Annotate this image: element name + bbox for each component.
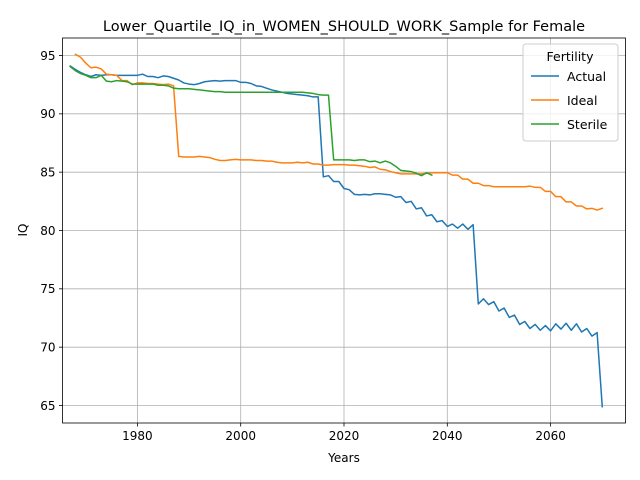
x-axis-label: Years — [327, 451, 360, 465]
x-tick-label: 2020 — [329, 429, 360, 443]
axis-ticks: 1980 2000 2020 2040 2060 65 70 75 80 85 90 95 — [40, 49, 566, 443]
y-tick-label: 75 — [40, 282, 55, 296]
legend-box — [522, 43, 619, 142]
y-tick-label: 70 — [40, 340, 55, 354]
x-tick-label: 2060 — [535, 429, 566, 443]
y-tick-label: 85 — [40, 165, 55, 179]
x-tick-label: 2000 — [225, 429, 256, 443]
series-line-sterile — [69, 65, 433, 177]
y-tick-label: 90 — [40, 107, 55, 121]
legend-label-sterile: Sterile — [567, 117, 608, 132]
x-tick-label: 1980 — [122, 429, 153, 443]
y-axis-label: IQ — [16, 224, 30, 237]
y-tick-label: 95 — [40, 49, 55, 63]
y-tick-label: 65 — [40, 399, 55, 413]
x-tick-label: 2040 — [432, 429, 463, 443]
legend-label-ideal: Ideal — [567, 93, 597, 108]
y-tick-label: 80 — [40, 224, 55, 238]
legend: Fertility Actual Ideal Sterile — [522, 43, 619, 142]
legend-title: Fertility — [547, 49, 595, 64]
series-lines — [69, 53, 604, 408]
series-line-actual — [69, 64, 604, 408]
chart-title: Lower_Quartile_IQ_in_WOMEN_SHOULD_WORK_S… — [103, 19, 585, 35]
legend-label-actual: Actual — [567, 69, 606, 84]
